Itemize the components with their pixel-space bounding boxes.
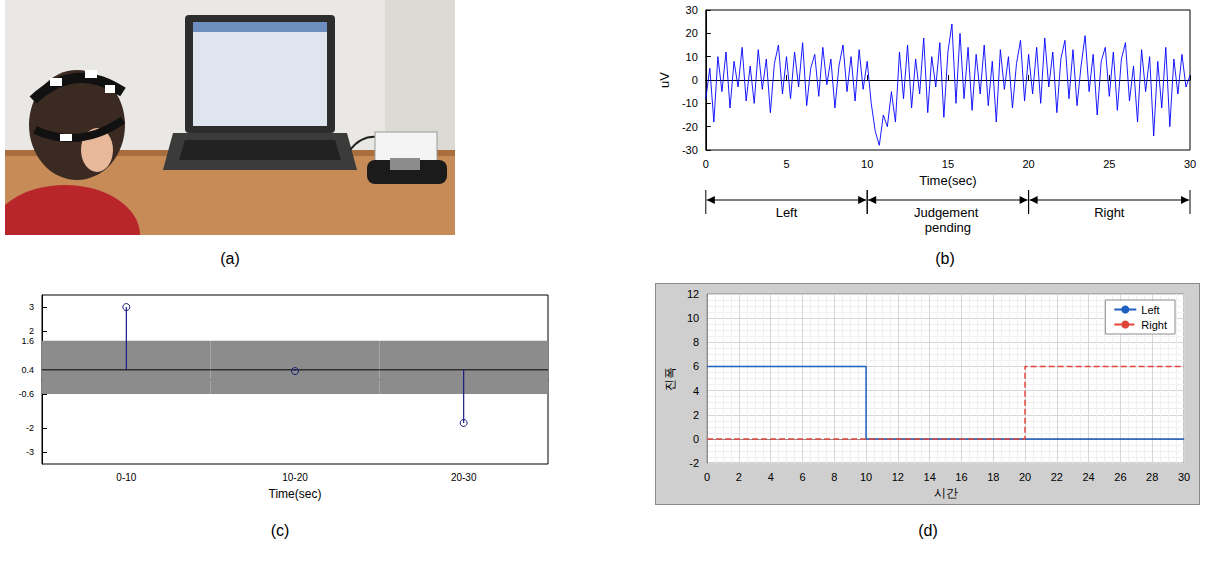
svg-text:-30: -30: [682, 144, 698, 156]
svg-text:0.4: 0.4: [21, 365, 34, 375]
svg-text:10: 10: [861, 158, 873, 170]
svg-text:-10: -10: [682, 97, 698, 109]
svg-text:0: 0: [693, 433, 699, 445]
svg-text:2: 2: [736, 471, 742, 483]
svg-text:8: 8: [831, 471, 837, 483]
svg-text:Time(sec): Time(sec): [919, 173, 976, 188]
svg-text:22: 22: [1051, 471, 1063, 483]
svg-text:8: 8: [693, 336, 699, 348]
svg-text:12: 12: [687, 288, 699, 300]
svg-text:-20: -20: [682, 121, 698, 133]
svg-text:30: 30: [1184, 158, 1196, 170]
svg-text:pending: pending: [925, 220, 971, 235]
svg-text:6: 6: [799, 471, 805, 483]
svg-text:6: 6: [693, 360, 699, 372]
svg-text:Left: Left: [776, 205, 798, 220]
svg-text:30: 30: [1178, 471, 1190, 483]
svg-text:Time(sec): Time(sec): [269, 487, 322, 501]
svg-text:24: 24: [1083, 471, 1095, 483]
html-text:(b): (b): [935, 250, 955, 267]
svg-text:0: 0: [692, 74, 698, 86]
svg-text:-2: -2: [26, 423, 34, 433]
svg-text:-2: -2: [689, 457, 699, 469]
svg-text:-3: -3: [26, 447, 34, 457]
svg-text:30: 30: [686, 4, 698, 16]
svg-text:Judgement: Judgement: [914, 205, 982, 220]
svg-text:15: 15: [942, 158, 954, 170]
svg-text:-0.6: -0.6: [18, 389, 34, 399]
svg-text:28: 28: [1146, 471, 1158, 483]
svg-text:진폭: 진폭: [663, 367, 677, 391]
svg-text:10: 10: [860, 471, 872, 483]
svg-text:0-10: 0-10: [116, 472, 136, 483]
svg-text:18: 18: [987, 471, 999, 483]
svg-text:4: 4: [693, 385, 699, 397]
svg-text:1.6: 1.6: [21, 336, 34, 346]
svg-text:0: 0: [703, 158, 709, 170]
svg-text:25: 25: [1103, 158, 1115, 170]
svg-text:2: 2: [693, 409, 699, 421]
html-text:(d): (d): [918, 522, 938, 539]
svg-text:20: 20: [1022, 158, 1034, 170]
svg-text:0: 0: [704, 471, 710, 483]
svg-text:10: 10: [686, 51, 698, 63]
svg-text:4: 4: [768, 471, 774, 483]
svg-text:20: 20: [686, 27, 698, 39]
svg-text:26: 26: [1114, 471, 1126, 483]
svg-text:5: 5: [783, 158, 789, 170]
svg-text:Right: Right: [1094, 205, 1125, 220]
svg-text:시간: 시간: [934, 486, 958, 500]
svg-text:20: 20: [1019, 471, 1031, 483]
html-text:(c): (c): [270, 522, 290, 539]
svg-text:uV: uV: [657, 72, 672, 88]
svg-text:10-20: 10-20: [282, 472, 308, 483]
svg-text:Left: Left: [1141, 304, 1159, 316]
svg-text:16: 16: [955, 471, 967, 483]
svg-text:12: 12: [892, 471, 904, 483]
svg-text:10: 10: [687, 312, 699, 324]
svg-text:20-30: 20-30: [451, 472, 477, 483]
svg-text:2: 2: [29, 326, 34, 336]
svg-text:Right: Right: [1141, 319, 1167, 331]
svg-text:14: 14: [924, 471, 936, 483]
svg-text:3: 3: [29, 302, 34, 312]
html-text:(a): (a): [220, 250, 240, 267]
